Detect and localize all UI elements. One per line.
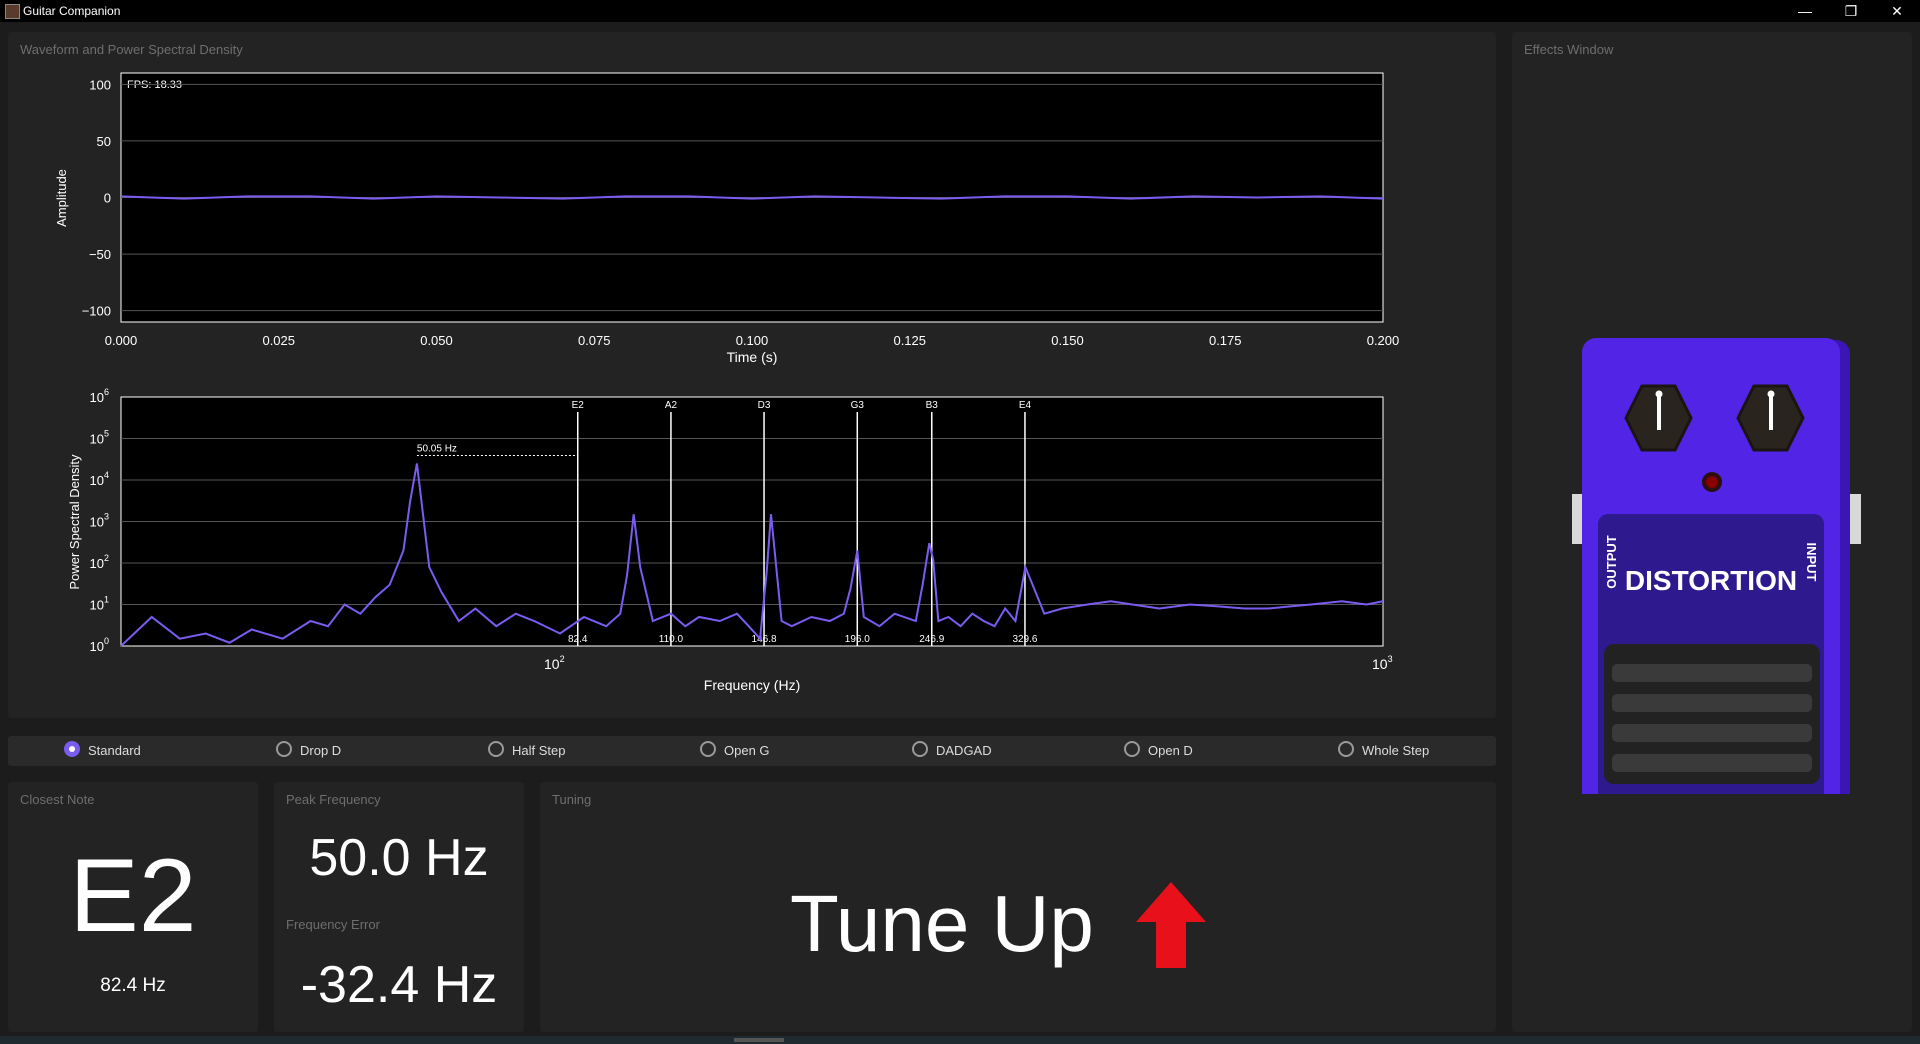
time-xtick: 0.200	[1367, 333, 1400, 348]
frequency-error-value: -32.4 Hz	[300, 956, 498, 1014]
time-xtick: 0.175	[1209, 333, 1242, 348]
frequency-xlabel: Frequency (Hz)	[704, 677, 800, 693]
time-xlabel: Time (s)	[727, 349, 778, 365]
led-indicator	[1706, 476, 1718, 488]
time-xtick: 0.075	[578, 333, 611, 348]
tuning-option-label: Open D	[1148, 743, 1193, 758]
note-marker-freq: 196.0	[845, 634, 870, 645]
input-label: INPUT	[1804, 543, 1819, 582]
psd-ytick: 104	[90, 470, 109, 488]
tuning-options-bar: Standard Drop D Half Step Open G DADGAD Open …	[8, 736, 1496, 766]
psd-ylabel: Power Spectral Density	[67, 454, 82, 590]
tuning-option-label: Whole Step	[1362, 743, 1430, 758]
charts-canvas: FPS: 18.33 Amplitude Time (s) 100 50 0 −50 −…	[54, 72, 1400, 693]
closest-note-frequency: 82.4 Hz	[100, 975, 166, 996]
note-marker-name: G3	[851, 400, 865, 411]
psd-ytick: 100	[90, 636, 109, 654]
psd-xtick-1000: 103	[1372, 654, 1393, 672]
psd-ytick: 106	[90, 387, 109, 405]
input-jack	[1847, 494, 1861, 544]
app-icon	[5, 4, 20, 19]
tuning-option-label: Open G	[724, 743, 770, 758]
waveform-panel: Waveform and Power Spectral Density FPS:…	[8, 32, 1496, 718]
arrow-up-icon	[1136, 882, 1206, 968]
tuning-option-label: DADGAD	[936, 743, 992, 758]
radio-circle[interactable]	[912, 741, 928, 757]
tuning-title: Tuning	[552, 792, 592, 807]
amplitude-ytick: 0	[104, 191, 111, 206]
radio-circle[interactable]	[700, 741, 716, 757]
note-marker-freq: 146.8	[752, 634, 777, 645]
time-xtick: 0.125	[893, 333, 926, 348]
note-marker-freq: 82.4	[568, 634, 588, 645]
note-marker-freq: 246.9	[919, 634, 944, 645]
amplitude-ylabel: Amplitude	[54, 169, 69, 227]
amplitude-series-line	[120, 195, 1384, 200]
note-marker-name: D3	[758, 400, 771, 411]
psd-series-line	[120, 463, 1384, 647]
psd-ytick: 105	[90, 429, 109, 447]
tuning-option-label: Half Step	[512, 743, 566, 758]
minimize-button[interactable]: —	[1798, 3, 1812, 19]
close-button[interactable]: ✕	[1891, 3, 1903, 19]
closest-note-panel: Closest Note E2 82.4 Hz	[8, 782, 258, 1032]
time-xtick: 0.150	[1051, 333, 1084, 348]
radio-circle[interactable]	[64, 741, 80, 757]
peak-frequency-panel: Peak Frequency 50.0 Hz Frequency Error -…	[274, 782, 524, 1032]
note-marker-name: E2	[572, 400, 585, 411]
peak-frequency-title: Peak Frequency	[286, 792, 381, 807]
note-marker-name: E4	[1019, 400, 1032, 411]
psd-xtick-100: 102	[544, 654, 565, 672]
tuning-option-label: Drop D	[300, 743, 342, 758]
time-xtick: 0.025	[262, 333, 295, 348]
amplitude-ytick: −100	[82, 304, 111, 319]
note-marker-freq: 329.6	[1012, 634, 1037, 645]
effects-panel: Effects Window DISTORTION OUTPUT INPUT	[1512, 32, 1912, 1032]
closest-note-title: Closest Note	[20, 792, 95, 807]
radio-circle[interactable]	[1338, 741, 1354, 757]
closest-note-value: E2	[69, 838, 197, 954]
waveform-panel-title: Waveform and Power Spectral Density	[20, 42, 243, 57]
peak-frequency-value: 50.0 Hz	[309, 829, 489, 887]
effects-title: Effects Window	[1524, 42, 1614, 57]
amplitude-ytick: −50	[89, 247, 111, 262]
amplitude-ytick: 100	[89, 77, 111, 92]
psd-ytick: 101	[90, 595, 109, 613]
title-bar: Guitar Companion — ❐ ✕	[0, 0, 1920, 22]
left-knob-indicator	[1657, 396, 1661, 430]
output-label: OUTPUT	[1604, 535, 1619, 589]
note-marker-name: A2	[665, 400, 678, 411]
tuning-message: Tune Up	[790, 879, 1094, 968]
distortion-pedal[interactable]: DISTORTION OUTPUT INPUT	[1572, 304, 1862, 794]
note-marker-name: B3	[926, 400, 939, 411]
tuning-option-label: Standard	[88, 743, 141, 758]
radio-circle[interactable]	[276, 741, 292, 757]
restore-button[interactable]: ❐	[1844, 3, 1858, 19]
radio-circle[interactable]	[488, 741, 504, 757]
note-marker-freq: 110.0	[659, 634, 684, 645]
radio-circle[interactable]	[1124, 741, 1140, 757]
tuning-panel: Tuning Tune Up	[540, 782, 1496, 1032]
frequency-error-title: Frequency Error	[286, 917, 380, 932]
fps-label: FPS: 18.33	[127, 79, 182, 91]
time-xtick: 0.050	[420, 333, 453, 348]
psd-ytick: 103	[90, 512, 109, 530]
amplitude-ytick: 50	[97, 134, 111, 149]
peak-annotation-label: 50.05 Hz	[417, 443, 457, 454]
pedal-name: DISTORTION	[1625, 565, 1797, 596]
scroll-handle[interactable]	[734, 1038, 784, 1042]
time-xtick: 0.100	[736, 333, 769, 348]
status-strip	[0, 1036, 1920, 1044]
psd-ytick: 102	[90, 553, 109, 571]
right-knob-indicator	[1769, 396, 1773, 430]
window-title: Guitar Companion	[23, 4, 121, 18]
time-xtick: 0.000	[105, 333, 138, 348]
